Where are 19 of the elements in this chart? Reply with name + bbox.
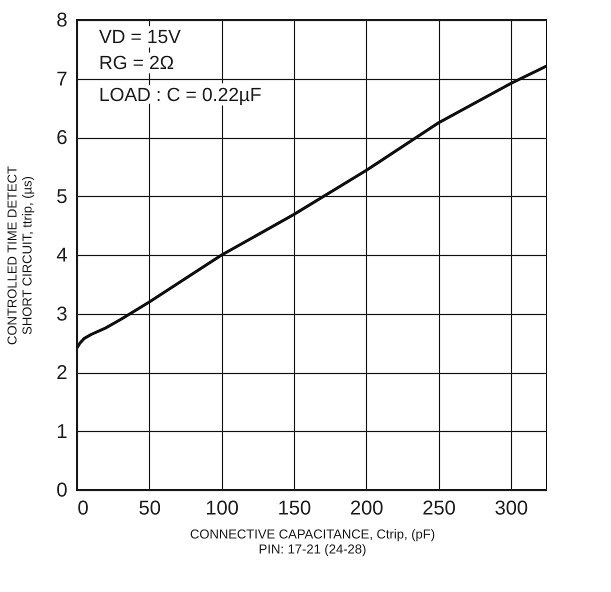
y-tick-label: 0	[56, 480, 68, 502]
annotation: RG = 2Ω	[99, 53, 174, 74]
y-tick-label: 7	[56, 68, 68, 90]
x-tick-label: 50	[138, 498, 161, 520]
x-tick-label: 250	[422, 498, 456, 520]
y-tick-label: 4	[56, 244, 68, 266]
y-tick-label: 5	[56, 186, 68, 208]
x-tick-label: 300	[494, 498, 528, 520]
y-tick-label: 1	[56, 420, 68, 443]
y-tick-label: 3	[56, 303, 68, 326]
y-tick-label: 8	[56, 10, 68, 32]
x-tick-label: 100	[205, 498, 239, 520]
y-tick-label: 6	[56, 127, 68, 149]
x-tick-label: 150	[278, 498, 312, 520]
y-tick-label: 2	[56, 362, 68, 384]
x-axis-title: CONNECTIVE CAPACITANCE, Ctrip, (pF) PIN: 17-21 (24-28)	[190, 526, 436, 556]
x-tick-label: 200	[350, 498, 384, 520]
x-tick-label: 0	[78, 498, 89, 520]
y-axis-title: CONTROLLED TIME DETECT SHORT CIRCUIT, ttrip, (µs)	[4, 166, 34, 345]
